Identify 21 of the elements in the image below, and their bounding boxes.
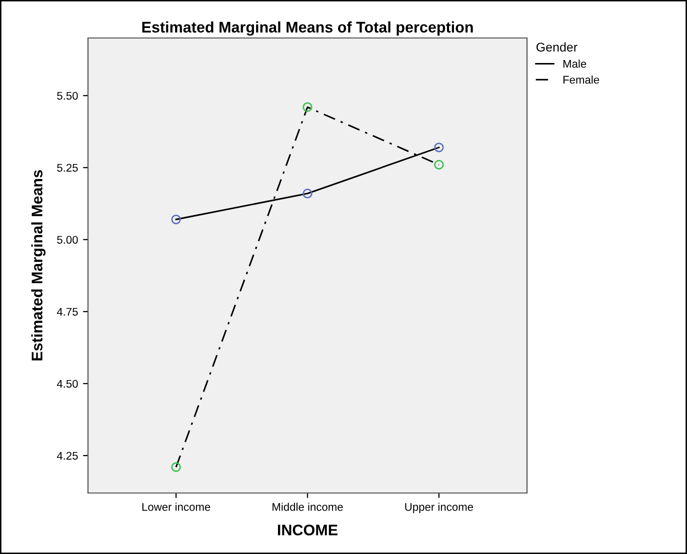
point <box>302 188 312 198</box>
point <box>434 160 444 170</box>
point <box>302 102 312 112</box>
y-tick-label: 4.25 <box>56 452 78 460</box>
y-tick-label: 5.25 <box>57 164 78 172</box>
y-tick-label: 4.75 <box>56 308 78 316</box>
legend-label: Male <box>563 60 586 68</box>
x-tick-label: Lower income <box>142 502 210 511</box>
y-tick-label: 5.00 <box>57 236 78 244</box>
legend-label: Female <box>563 76 600 84</box>
point <box>434 142 444 152</box>
chart-title: Estimated Marginal Means of Total perception <box>142 21 473 36</box>
x-tick-label: Middle income <box>272 502 343 511</box>
point <box>171 462 181 472</box>
x-tick-label: Upper income <box>405 502 474 514</box>
x-axis-title: INCOME <box>278 524 338 536</box>
legend-title: Gender <box>536 42 578 52</box>
y-tick-label: 4.50 <box>56 380 78 388</box>
point <box>171 214 181 224</box>
y-axis-title: Estimated Marginal Means <box>31 170 46 360</box>
y-tick-label: 5.50 <box>57 92 78 100</box>
